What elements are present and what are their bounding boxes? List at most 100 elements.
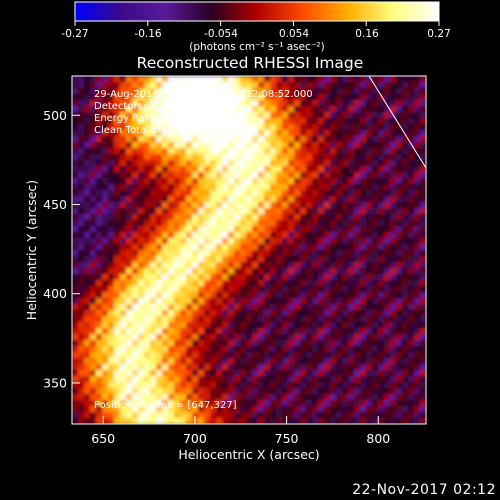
heatmap-cell [204, 142, 211, 149]
heatmap-cell [354, 112, 361, 119]
heatmap-cell [138, 262, 145, 269]
heatmap-cell [156, 220, 163, 227]
heatmap-cell [168, 364, 175, 371]
heatmap-cell [408, 202, 415, 209]
heatmap-cell [348, 202, 355, 209]
heatmap-cell [366, 280, 373, 287]
heatmap-cell [348, 154, 355, 161]
heatmap-cell [210, 190, 217, 197]
heatmap-cell [240, 274, 247, 281]
heatmap-cell [174, 100, 181, 107]
heatmap-cell [192, 154, 199, 161]
heatmap-cell [216, 130, 223, 137]
heatmap-cell [210, 298, 217, 305]
heatmap-cell [198, 226, 205, 233]
heatmap-cell [222, 178, 229, 185]
heatmap-cell [342, 226, 349, 233]
heatmap-cell [390, 118, 397, 125]
heatmap-cell [132, 292, 139, 299]
heatmap-cell [138, 352, 145, 359]
heatmap-cell [354, 412, 361, 419]
heatmap-cell [144, 178, 151, 185]
heatmap-cell [210, 94, 217, 101]
heatmap-cell [360, 178, 367, 185]
heatmap-cell [414, 160, 421, 167]
heatmap-cell [240, 166, 247, 173]
heatmap-cell [306, 268, 313, 275]
heatmap-cell [162, 346, 169, 353]
heatmap-cell [174, 358, 181, 365]
heatmap-cell [378, 202, 385, 209]
heatmap-cell [180, 172, 187, 179]
heatmap-cell [378, 136, 385, 143]
heatmap-cell [324, 124, 331, 131]
heatmap-cell [312, 418, 319, 424]
heatmap-cell [108, 244, 115, 251]
heatmap-cell [342, 196, 349, 203]
heatmap-cell [378, 310, 385, 317]
heatmap-cell [192, 382, 199, 389]
heatmap-cell [78, 106, 85, 113]
heatmap-cell [150, 166, 157, 173]
heatmap-cell [192, 340, 199, 347]
heatmap-cell [294, 196, 301, 203]
heatmap-cell [414, 184, 421, 191]
heatmap-cell [228, 310, 235, 317]
heatmap-cell [90, 334, 97, 341]
heatmap-cell [282, 370, 289, 377]
heatmap-cell [354, 160, 361, 167]
heatmap-cell [318, 214, 325, 221]
heatmap-cell [420, 172, 426, 179]
heatmap-cell [180, 418, 187, 424]
heatmap-cell [402, 88, 409, 95]
heatmap-cell [336, 238, 343, 245]
heatmap-cell [312, 256, 319, 263]
heatmap-cell [84, 340, 91, 347]
heatmap-cell [324, 256, 331, 263]
heatmap-cell [174, 256, 181, 263]
heatmap-cell [282, 328, 289, 335]
heatmap-cell [186, 418, 193, 424]
heatmap-cell [396, 94, 403, 101]
heatmap-cell [318, 196, 325, 203]
heatmap-cell [150, 94, 157, 101]
heatmap-cell [174, 136, 181, 143]
heatmap-cell [264, 244, 271, 251]
heatmap-cell [336, 364, 343, 371]
heatmap-cell [162, 202, 169, 209]
heatmap-cell [402, 388, 409, 395]
heatmap-cell [78, 160, 85, 167]
heatmap-cell [348, 100, 355, 107]
heatmap-cell [168, 304, 175, 311]
heatmap-cell [324, 274, 331, 281]
heatmap-cell [126, 394, 133, 401]
heatmap-cell [216, 88, 223, 95]
heatmap-cell [252, 352, 259, 359]
heatmap-cell [366, 376, 373, 383]
heatmap-cell [408, 88, 415, 95]
heatmap-cell [264, 106, 271, 113]
heatmap-cell [414, 244, 421, 251]
heatmap-cell [132, 394, 139, 401]
heatmap-cell [270, 274, 277, 281]
heatmap-cell [336, 304, 343, 311]
heatmap-cell [414, 286, 421, 293]
heatmap-cell [330, 388, 337, 395]
heatmap-cell [174, 112, 181, 119]
heatmap-cell [264, 262, 271, 269]
heatmap-cell [204, 82, 211, 89]
heatmap-cell [72, 184, 79, 191]
heatmap-cell [348, 358, 355, 365]
heatmap-cell [78, 370, 85, 377]
heatmap-cell [78, 382, 85, 389]
heatmap-cell [306, 112, 313, 119]
heatmap-cell [288, 232, 295, 239]
heatmap-cell [408, 412, 415, 419]
heatmap-cell [276, 232, 283, 239]
heatmap-cell [192, 328, 199, 335]
heatmap-cell [372, 184, 379, 191]
heatmap-cell [264, 340, 271, 347]
heatmap-cell [114, 136, 121, 143]
heatmap-cell [132, 82, 139, 89]
heatmap-cell [276, 364, 283, 371]
